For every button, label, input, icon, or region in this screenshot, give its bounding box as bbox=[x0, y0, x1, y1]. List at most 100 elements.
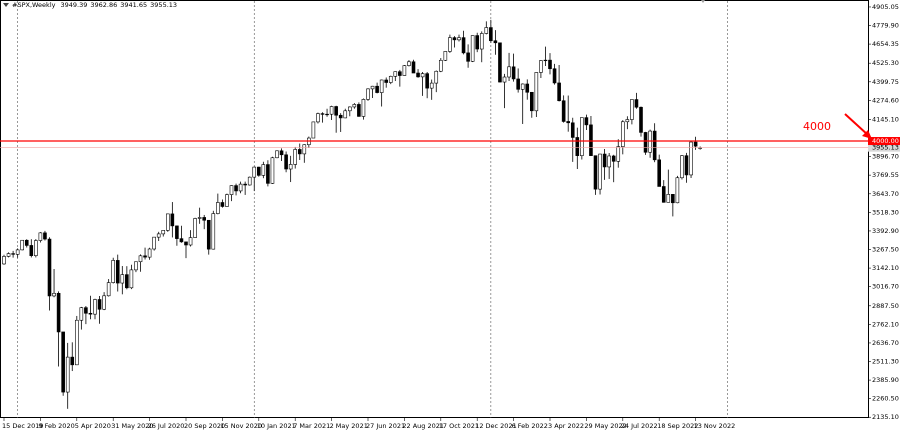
candle-body bbox=[671, 194, 675, 204]
candle-body bbox=[507, 66, 511, 78]
candle-body bbox=[238, 183, 243, 192]
candle-body bbox=[561, 100, 566, 122]
candle-body bbox=[529, 91, 534, 112]
candle-body bbox=[297, 149, 302, 155]
candle-body bbox=[93, 299, 97, 315]
candle-body bbox=[56, 292, 61, 333]
last-price-label: 3955.13 bbox=[872, 144, 899, 152]
candle-body bbox=[225, 194, 229, 207]
x-tick-label: 6 Feb 2022 bbox=[512, 422, 548, 430]
header: #SPX,Weekly 3949.39 3962.86 3941.65 3955.13 bbox=[12, 1, 177, 9]
candle-body bbox=[470, 35, 475, 62]
x-tick-label: 9 Feb 2020 bbox=[38, 422, 74, 430]
candle-body bbox=[193, 218, 197, 238]
candle-body bbox=[256, 166, 261, 176]
y-tick-label: 3142.10 bbox=[872, 264, 899, 272]
candle-body bbox=[293, 149, 298, 165]
candle-body bbox=[575, 137, 580, 156]
candle-body bbox=[229, 185, 234, 195]
candle-body bbox=[270, 157, 275, 184]
candle-body bbox=[129, 269, 134, 289]
candle-body bbox=[43, 232, 47, 240]
candle-body bbox=[379, 79, 384, 93]
candle-body bbox=[666, 194, 671, 203]
candle-body bbox=[147, 248, 152, 258]
candle-body bbox=[616, 146, 621, 162]
candle-body bbox=[357, 104, 361, 117]
candle-body bbox=[179, 238, 184, 243]
candle-body bbox=[75, 319, 79, 366]
x-tick-label: 10 Jan 2021 bbox=[257, 422, 296, 430]
candle-body bbox=[111, 260, 115, 283]
candle-body bbox=[97, 299, 102, 310]
y-tick-label: 2762.10 bbox=[872, 320, 899, 328]
candle-body bbox=[184, 241, 188, 246]
candle-body bbox=[115, 260, 120, 284]
candle-body bbox=[24, 239, 29, 246]
candle-body bbox=[316, 113, 320, 123]
candle-body bbox=[234, 185, 238, 192]
candle-body bbox=[388, 75, 393, 83]
candle-body bbox=[34, 240, 38, 256]
candle-body bbox=[625, 119, 630, 123]
candle-body bbox=[220, 202, 225, 207]
candle-body bbox=[657, 159, 662, 187]
candle-body bbox=[275, 150, 279, 159]
candle-body bbox=[188, 237, 193, 246]
candle-body bbox=[684, 155, 689, 176]
candle-body bbox=[407, 61, 411, 66]
candle-body bbox=[434, 70, 439, 84]
x-tick-label: 20 Sep 2020 bbox=[184, 422, 225, 430]
candle-body bbox=[543, 59, 548, 62]
x-tick-label: 22 Aug 2021 bbox=[402, 422, 444, 430]
x-tick-label: 24 Jul 2022 bbox=[621, 422, 658, 430]
annotation: 4000 bbox=[803, 120, 831, 133]
candle-body bbox=[134, 261, 138, 271]
candle-body bbox=[552, 68, 557, 84]
candle-body bbox=[611, 155, 616, 162]
candle-body bbox=[11, 253, 15, 255]
candle-body bbox=[489, 27, 493, 42]
candle-body bbox=[466, 52, 470, 62]
candle-body bbox=[452, 37, 457, 41]
candle-body bbox=[411, 61, 416, 74]
candle-body bbox=[52, 292, 56, 297]
candle-body bbox=[429, 82, 434, 89]
y-tick-label: 3016.70 bbox=[872, 283, 899, 291]
x-tick-label: 2 May 2021 bbox=[330, 422, 368, 430]
candle-body bbox=[589, 124, 593, 156]
candle-body bbox=[320, 113, 325, 115]
candle-body bbox=[652, 130, 657, 161]
candle-body bbox=[70, 356, 75, 366]
symbol: #SPX,Weekly bbox=[12, 1, 56, 9]
candle-body bbox=[620, 121, 625, 147]
candle-body bbox=[347, 106, 352, 112]
level-box bbox=[868, 137, 900, 146]
x-tick-label: 12 Dec 2021 bbox=[475, 422, 517, 430]
candle-body bbox=[243, 183, 247, 186]
candle-body bbox=[639, 106, 643, 133]
x-tick-label: 5 Apr 2020 bbox=[75, 422, 111, 430]
candle-body bbox=[593, 155, 598, 190]
y-tick-label: 2260.50 bbox=[872, 395, 899, 403]
candle-body bbox=[525, 83, 530, 93]
y-tick-label: 4905.05 bbox=[872, 3, 899, 11]
y-tick-label: 4399.75 bbox=[872, 78, 899, 86]
candle-body bbox=[448, 37, 452, 52]
candle-body bbox=[566, 121, 571, 124]
candle-body bbox=[247, 176, 252, 186]
candle-body bbox=[502, 76, 507, 83]
last-price-box bbox=[868, 143, 900, 152]
candle-body bbox=[202, 217, 206, 221]
candle-body bbox=[602, 153, 607, 168]
candle-body bbox=[106, 282, 111, 297]
candle-body bbox=[302, 144, 307, 155]
candle-body bbox=[693, 141, 698, 147]
header-close: 3955.13 bbox=[150, 1, 177, 9]
candle-body bbox=[279, 150, 284, 156]
candle-body bbox=[211, 213, 216, 250]
candle-body bbox=[197, 217, 202, 219]
candle-body bbox=[570, 122, 575, 138]
y-tick-label: 2636.70 bbox=[872, 339, 899, 347]
candle-body bbox=[138, 255, 143, 263]
